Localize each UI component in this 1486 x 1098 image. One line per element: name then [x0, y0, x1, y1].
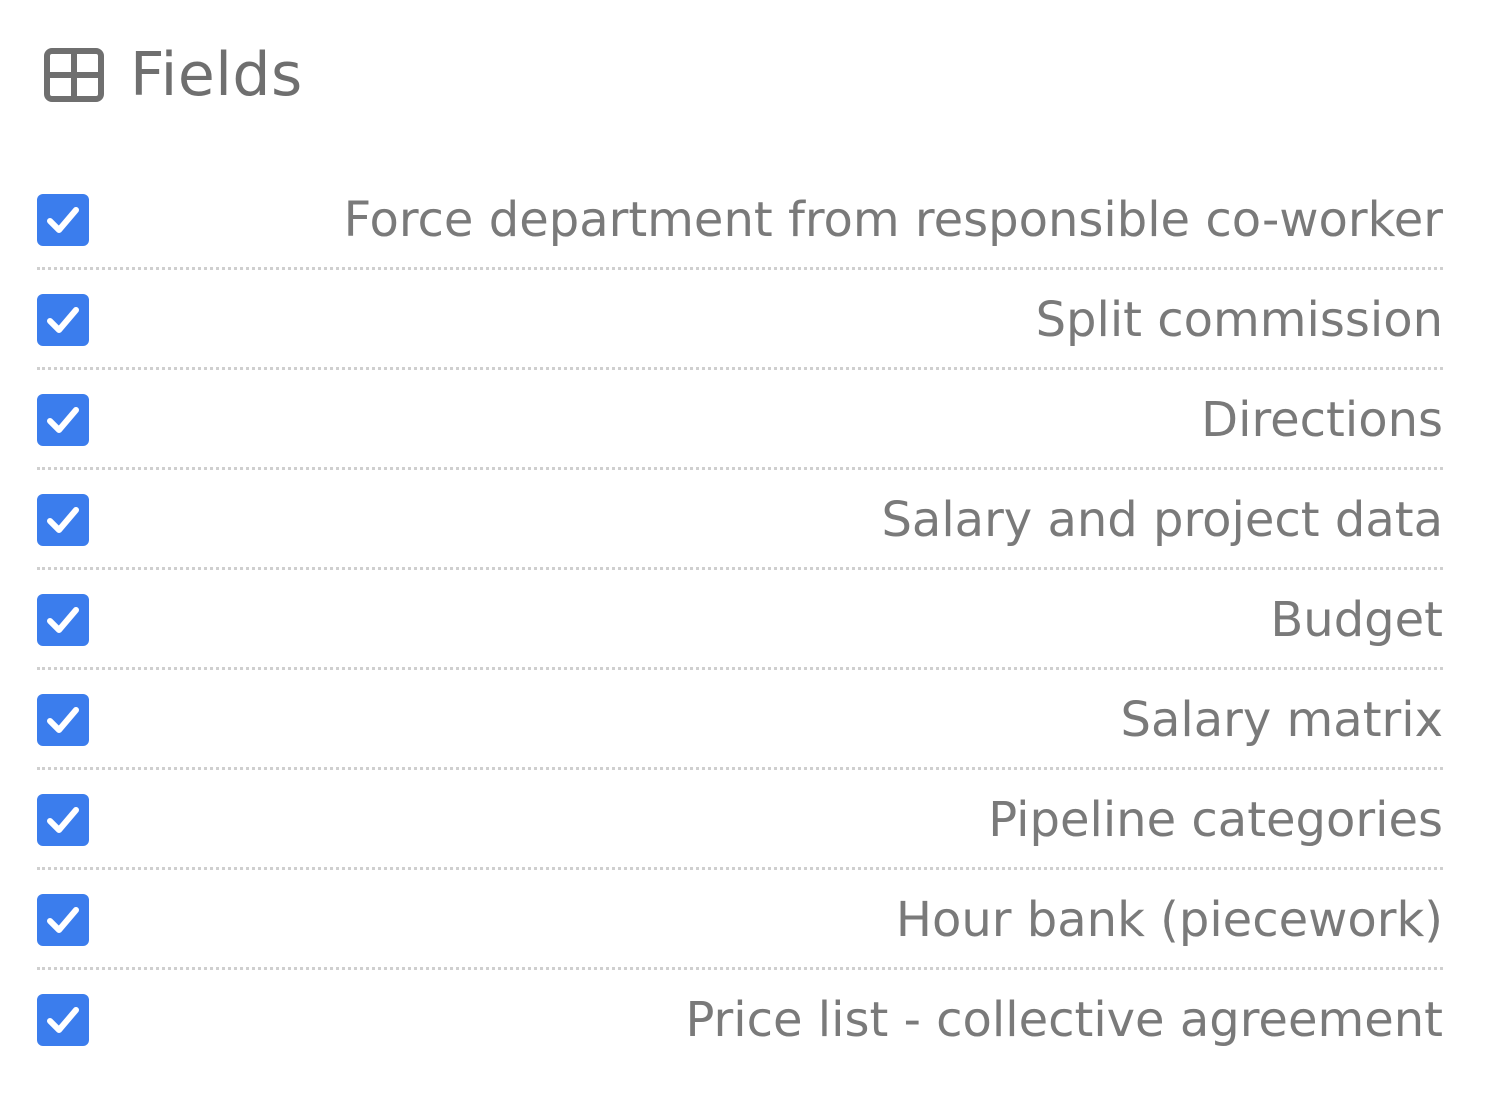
field-label: Hour bank (piecework) — [895, 892, 1443, 948]
field-checkbox[interactable] — [37, 994, 89, 1046]
fields-list: Force department from responsible co-wor… — [37, 170, 1443, 1070]
panel-title: Fields — [130, 40, 303, 110]
field-label: Budget — [1270, 592, 1443, 648]
panel-header: Fields — [44, 40, 303, 110]
field-checkbox[interactable] — [37, 394, 89, 446]
field-checkbox[interactable] — [37, 894, 89, 946]
field-row: Directions — [37, 370, 1443, 470]
field-row: Split commission — [37, 270, 1443, 370]
field-label: Force department from responsible co-wor… — [343, 192, 1443, 248]
field-checkbox[interactable] — [37, 294, 89, 346]
field-label: Price list - collective agreement — [685, 992, 1443, 1048]
field-checkbox[interactable] — [37, 494, 89, 546]
field-checkbox[interactable] — [37, 794, 89, 846]
field-label: Split commission — [1035, 292, 1443, 348]
field-checkbox[interactable] — [37, 594, 89, 646]
field-row: Salary and project data — [37, 470, 1443, 570]
field-checkbox[interactable] — [37, 694, 89, 746]
field-row: Budget — [37, 570, 1443, 670]
field-label: Salary matrix — [1120, 692, 1444, 748]
field-label: Pipeline categories — [988, 792, 1443, 848]
field-row: Hour bank (piecework) — [37, 870, 1443, 970]
field-row: Price list - collective agreement — [37, 970, 1443, 1070]
field-label: Directions — [1201, 392, 1443, 448]
field-label: Salary and project data — [881, 492, 1443, 548]
field-row: Force department from responsible co-wor… — [37, 170, 1443, 270]
field-checkbox[interactable] — [37, 194, 89, 246]
field-row: Pipeline categories — [37, 770, 1443, 870]
field-row: Salary matrix — [37, 670, 1443, 770]
grid-icon — [44, 48, 104, 102]
